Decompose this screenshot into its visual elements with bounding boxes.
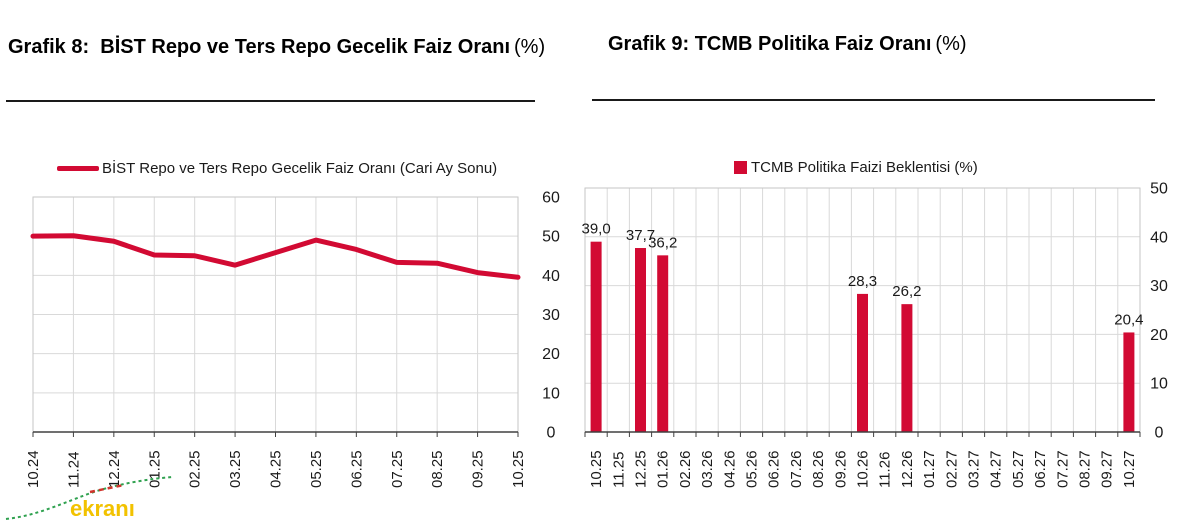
- x-tick-label: 05.27: [1010, 450, 1027, 488]
- bar-value-label: 39,0: [581, 221, 610, 238]
- x-tick-label: 11.25: [610, 452, 627, 488]
- grafik8-title: Grafik 8: BİST Repo ve Ters Repo Gecelik…: [8, 34, 553, 61]
- grafik9-title: Grafik 9: TCMB Politika Faiz Oranı (%): [608, 31, 1178, 58]
- bar: [1123, 332, 1135, 432]
- x-tick-label: 11.24: [65, 452, 82, 488]
- bar: [901, 304, 913, 432]
- x-tick-label: 04.26: [721, 450, 738, 488]
- bar: [857, 293, 868, 432]
- series-line: [30, 233, 521, 280]
- x-tick-label: 11.26: [877, 452, 894, 488]
- x-tick-label: 01.27: [921, 450, 938, 488]
- x-tick-label: 02.25: [187, 450, 204, 488]
- y-tick-label: 0: [1155, 425, 1164, 442]
- x-tick-label: 02.26: [677, 450, 694, 488]
- bar-value-label: 36,2: [648, 234, 677, 251]
- x-tick-label: 01.26: [655, 450, 672, 488]
- grafik8-title-text: Grafik 8: BİST Repo ve Ters Repo Gecelik…: [8, 36, 511, 58]
- x-tick-label: 04.25: [268, 450, 285, 488]
- x-tick-label: 07.25: [389, 450, 406, 488]
- y-tick-label: 60: [542, 190, 560, 207]
- x-tick-label: 10.24: [25, 450, 42, 488]
- x-tick-label: 09.25: [470, 450, 487, 488]
- x-tick-label: 06.26: [766, 450, 783, 488]
- x-tick-label: 07.27: [1054, 450, 1071, 488]
- y-tick-label: 30: [542, 307, 560, 324]
- y-tick-label: 50: [542, 229, 560, 246]
- x-tick-label: 10.25: [510, 450, 527, 488]
- x-tick-label: 05.26: [744, 450, 761, 488]
- grafik9-bar-chart: 39,0 37,736,2 28,3 26,2 20,4 0 10 20 30 40 50 10.25…: [581, 181, 1168, 489]
- bar: [590, 241, 602, 432]
- y-tick-label: 10: [1150, 376, 1168, 393]
- grafik9-legend-square-swatch: [734, 161, 747, 174]
- bar-value-label: 37,7: [626, 227, 655, 244]
- watermark-text: ekranı: [70, 496, 135, 521]
- y-tick-label: 10: [542, 385, 560, 402]
- x-tick-label: 03.25: [227, 450, 244, 488]
- grafik8-legend-line-swatch: [57, 166, 99, 171]
- x-tick-label: 06.27: [1032, 450, 1049, 488]
- x-tick-label: 08.26: [810, 450, 827, 488]
- x-tick-label: 10.27: [1121, 450, 1138, 488]
- y-tick-label: 40: [542, 268, 560, 285]
- x-tick-label: 12.24: [106, 450, 123, 488]
- watermark-sparkline-red: [89, 483, 125, 494]
- x-tick-label: 02.27: [943, 450, 960, 488]
- y-tick-label: 40: [1150, 229, 1168, 246]
- watermark-sparkline-green: [5, 476, 173, 520]
- bar-value-label: 28,3: [848, 273, 877, 290]
- x-tick-label: 04.27: [988, 450, 1005, 488]
- grafik8-title-unit: (%): [514, 36, 546, 58]
- x-tick-label: 12.25: [633, 450, 650, 488]
- bar: [657, 255, 669, 432]
- grafik9-legend: TCMB Politika Faizi Beklentisi (%): [734, 159, 978, 176]
- grafik9-title-unit: (%): [935, 33, 967, 55]
- x-tick-label: 12.26: [899, 450, 916, 488]
- x-tick-label: 06.25: [348, 450, 365, 488]
- grafik8-title-underline: [6, 100, 535, 102]
- y-tick-label: 0: [547, 425, 556, 442]
- grafik8-legend-label: BİST Repo ve Ters Repo Gecelik Faiz Oran…: [102, 160, 498, 177]
- y-tick-label: 30: [1150, 278, 1168, 295]
- x-tick-label: 08.25: [429, 450, 446, 488]
- x-tick-label: 07.26: [788, 450, 805, 488]
- x-tick-label: 03.26: [699, 450, 716, 488]
- watermark-logo: ekranı: [5, 476, 173, 521]
- x-tick-label: 09.27: [1099, 450, 1116, 488]
- x-tick-label: 10.26: [855, 450, 872, 488]
- bar-value-label: 26,2: [892, 283, 921, 300]
- x-tick-label: 09.26: [832, 450, 849, 488]
- x-tick-label: 08.27: [1077, 450, 1094, 488]
- x-tick-label: 10.25: [588, 450, 605, 488]
- x-tick-label: 05.25: [308, 450, 325, 488]
- bar-value-label: 20,4: [1114, 311, 1143, 328]
- grafik9-legend-label: TCMB Politika Faizi Beklentisi (%): [751, 159, 978, 176]
- grafik8-legend: BİST Repo ve Ters Repo Gecelik Faiz Oran…: [57, 160, 497, 177]
- y-tick-label: 20: [1150, 327, 1168, 344]
- grafik9-title-underline: [592, 99, 1155, 101]
- y-tick-label: 50: [1150, 181, 1168, 198]
- grafik9-title-text: Grafik 9: TCMB Politika Faiz Oranı: [608, 33, 932, 55]
- bar: [635, 248, 646, 432]
- y-tick-label: 20: [542, 346, 560, 363]
- x-tick-label: 03.27: [966, 450, 983, 488]
